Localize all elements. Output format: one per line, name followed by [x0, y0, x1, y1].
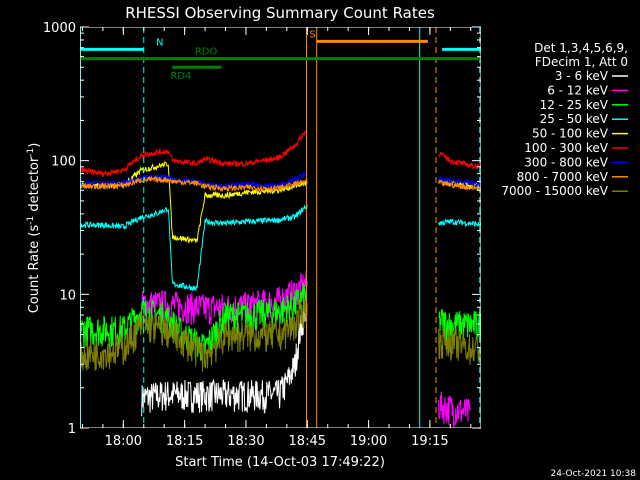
legend-label: 25 - 50 keV: [540, 112, 609, 126]
y-axis-label: Count Rate (s-1 detector-1): [26, 143, 42, 314]
x-tick-label: 19:00: [350, 434, 387, 449]
flag-label: RD4: [170, 71, 191, 82]
legend-label: 6 - 12 keV: [547, 83, 609, 97]
legend-title-2: FDecim 1, Att 0: [535, 55, 628, 69]
y-axis-label-end: ): [27, 143, 42, 148]
footer-date: 24-Oct-2021 10:38: [551, 469, 637, 479]
legend-label: 100 - 300 keV: [524, 141, 608, 155]
x-tick-label: 18:30: [227, 434, 264, 449]
x-axis-label: Start Time (14-Oct-03 17:49:22): [175, 455, 385, 470]
legend-label: 50 - 100 keV: [532, 127, 609, 141]
x-tick-label: 18:00: [105, 434, 142, 449]
series-line: [80, 175, 481, 193]
y-tick-label: 1000: [43, 21, 76, 36]
series-line: [141, 270, 471, 428]
flag-label: RDO: [195, 47, 218, 58]
y-axis-label-sup1: -1: [26, 216, 36, 225]
flag-label: N: [156, 37, 163, 48]
y-tick-label: 100: [51, 155, 76, 170]
y-tick-label: 10: [59, 288, 76, 303]
legend-title-1: Det 1,3,4,5,6,9,: [534, 41, 628, 55]
y-axis-label-mid: detector: [27, 156, 42, 216]
legend-label: 800 - 7000 keV: [517, 170, 609, 184]
series-line: [80, 161, 481, 244]
y-axis-label-sup2: -1: [26, 148, 36, 157]
x-tick-label: 18:15: [166, 434, 203, 449]
x-tick-label: 18:45: [289, 434, 326, 449]
legend: Det 1,3,4,5,6,9, FDecim 1, Att 0 3 - 6 k…: [501, 41, 628, 198]
series-line: [80, 171, 481, 191]
y-axis: 1 10 100 1000: [43, 21, 481, 437]
x-tick-label: 19:15: [411, 434, 448, 449]
plot-area: N S RDO RD4: [80, 27, 481, 428]
legend-label: 12 - 25 keV: [540, 98, 609, 112]
legend-label: 7000 - 15000 keV: [501, 184, 608, 198]
legend-label: 300 - 800 keV: [524, 155, 608, 169]
y-tick-label: 1: [68, 422, 76, 437]
x-axis: 18:00 18:15 18:30 18:45 19:00 19:15: [81, 27, 472, 449]
chart-title: RHESSI Observing Summary Count Rates: [125, 4, 435, 22]
series-line: [80, 204, 481, 292]
y-axis-label-main: Count Rate (s: [27, 225, 42, 314]
plot-frame: [80, 27, 481, 428]
series-line: [80, 297, 481, 374]
legend-label: 3 - 6 keV: [555, 69, 609, 83]
series-line: [141, 302, 306, 417]
flag-label: S: [309, 29, 315, 40]
series-line: [80, 130, 481, 178]
